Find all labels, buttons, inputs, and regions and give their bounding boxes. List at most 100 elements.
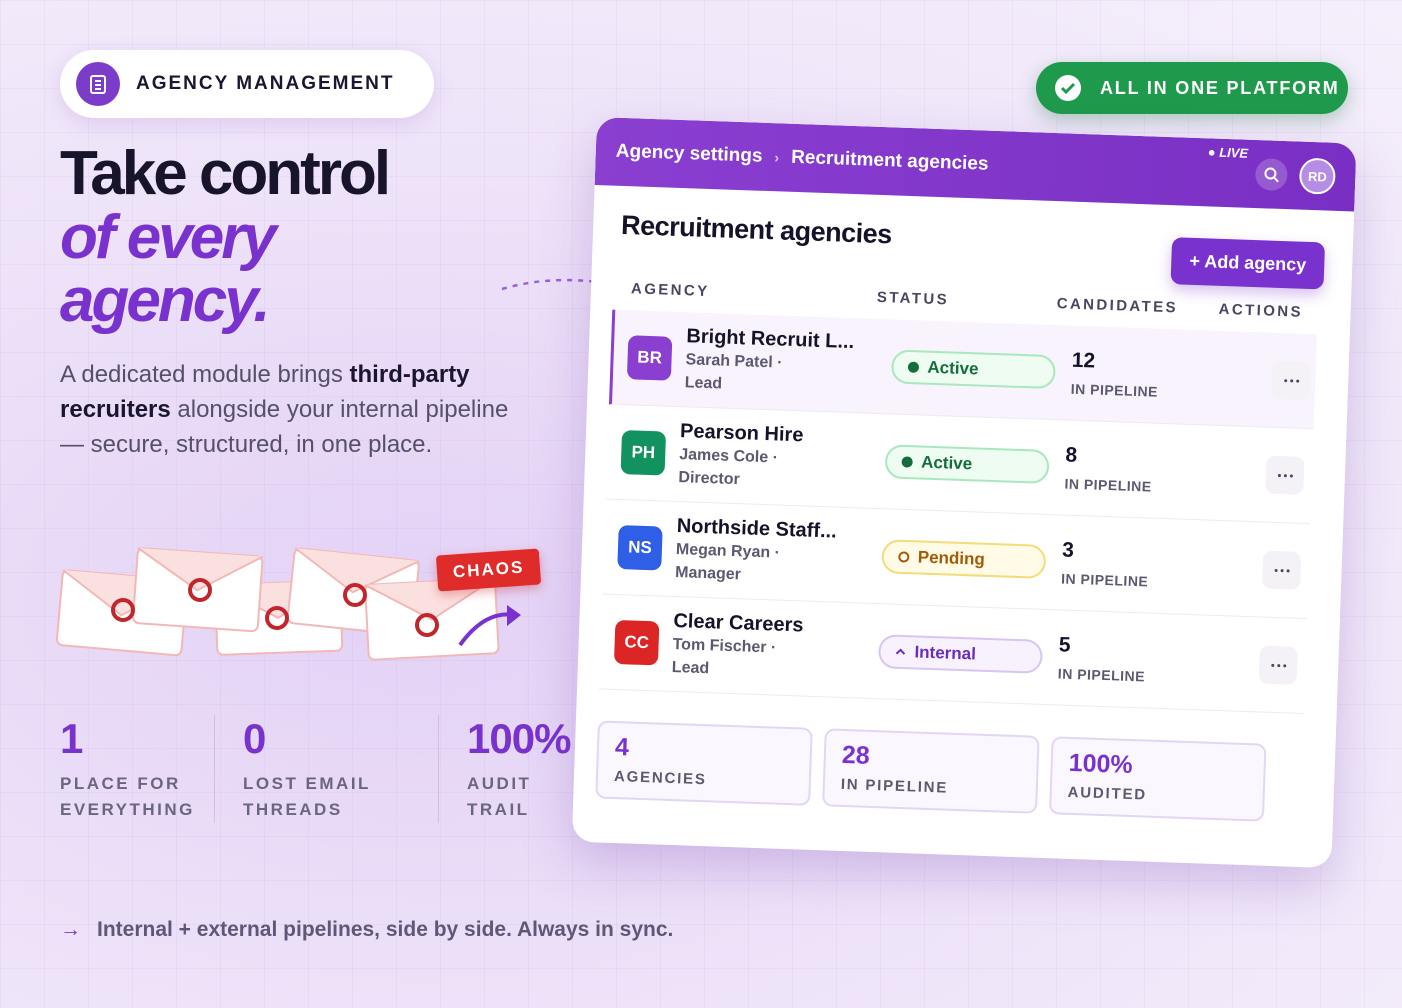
search-button[interactable]: [1254, 158, 1288, 192]
status-icon: [895, 648, 906, 655]
dot: [1282, 663, 1286, 667]
headline: agency.: [60, 266, 271, 335]
summary-value: 100%: [1068, 748, 1134, 780]
page-title: Recruitment agencies: [620, 209, 893, 250]
dot: [1295, 379, 1299, 383]
agency-cell: BR Bright Recruit L... Sarah Patel · Lead: [626, 323, 892, 401]
actions-button[interactable]: [1271, 360, 1311, 401]
footer-note: → Internal + external pipelines, side by …: [60, 918, 673, 942]
candidates-label: IN PIPELINE: [1060, 570, 1149, 590]
agency-cell: PH Pearson Hire James Cole · Director: [620, 418, 886, 496]
user-avatar[interactable]: RD: [1298, 157, 1336, 195]
agency-info: Clear Careers Tom Fischer · Lead: [671, 609, 804, 682]
summary-box: 100% AUDITED: [1048, 736, 1267, 822]
agency-contact: James Cole · Director: [678, 445, 779, 488]
status-pill: Active: [884, 444, 1050, 484]
agency-table: BR Bright Recruit L... Sarah Patel · Lead A…: [599, 309, 1317, 715]
agency-cell: NS Northside Staff... Megan Ryan · Manager: [617, 513, 883, 591]
summary-label: AUDITED: [1067, 783, 1148, 804]
actions-button[interactable]: [1258, 645, 1298, 685]
stat-value: 100%: [467, 715, 571, 762]
dot: [1277, 473, 1281, 477]
stat: 100% AUDIT TRAIL: [467, 715, 600, 823]
module-badge: AGENCY MANAGEMENT: [60, 50, 434, 118]
column-header: CANDIDATES: [1056, 295, 1179, 317]
agency-info: Bright Recruit L... Sarah Patel · Lead: [684, 325, 855, 400]
agency-info: Northside Staff... Megan Ryan · Manager: [675, 515, 837, 590]
badge-icon: [76, 62, 120, 106]
candidates-count: 5: [1058, 633, 1071, 657]
dot: [1280, 568, 1284, 572]
app-window: Agency settings › Recruitment agencies ● L…: [571, 117, 1357, 869]
status-icon: [898, 551, 910, 563]
envelopes: [55, 547, 521, 661]
chaos-tag: CHAOS: [435, 548, 542, 592]
summary-box: 4 AGENCIES: [595, 720, 813, 806]
agency-row[interactable]: NS Northside Staff... Megan Ryan · Manager…: [602, 499, 1311, 620]
badge-text: AGENCY MANAGEMENT: [136, 73, 395, 94]
dot: [1274, 568, 1278, 572]
agency-contact: Sarah Patel · Lead: [684, 350, 783, 393]
stat: 0 LOST EMAIL THREADS: [243, 715, 439, 823]
column-header: AGENCY: [630, 280, 710, 301]
stat-value: 1: [60, 715, 83, 762]
summary-label: AGENCIES: [613, 768, 707, 789]
status-text: Active: [927, 357, 979, 379]
summary: 4 AGENCIES 28 IN PIPELINE 100% AUDITED: [595, 720, 1267, 822]
dot: [1283, 378, 1287, 382]
agency-contact: Megan Ryan · Manager: [674, 540, 781, 583]
candidates-count: 8: [1065, 443, 1078, 467]
candidates-label: IN PIPELINE: [1057, 665, 1146, 685]
agency-contact: Tom Fischer · Lead: [671, 635, 777, 677]
text-bold: third-party recruiters: [60, 361, 470, 423]
summary-value: 28: [841, 740, 871, 770]
arrow-icon: →: [60, 918, 81, 941]
summary-box: 28 IN PIPELINE: [822, 728, 1040, 814]
agency-row[interactable]: PH Pearson Hire James Cole · Director Activ…: [605, 404, 1314, 525]
agency-row[interactable]: CC Clear Careers Tom Fischer · Lead Interna…: [599, 594, 1307, 715]
agency-avatar: NS: [617, 525, 663, 571]
status-text: Pending: [917, 547, 986, 569]
status-pill: Pending: [881, 539, 1047, 579]
summary-label: IN PIPELINE: [840, 775, 949, 797]
dot: [1286, 568, 1290, 572]
live-indicator: ● LIVE: [1207, 144, 1249, 161]
stat-value: 0: [243, 715, 266, 762]
status-pill: Internal: [877, 634, 1044, 674]
status-pill: Active: [890, 349, 1056, 390]
column-header: ACTIONS: [1218, 300, 1304, 321]
live-text: LIVE: [1218, 144, 1249, 161]
add-agency-button[interactable]: + Add agency: [1170, 237, 1326, 290]
agency-avatar: PH: [620, 430, 667, 476]
dot: [1289, 473, 1293, 477]
actions-button[interactable]: [1265, 455, 1305, 495]
candidates-cell: 3 IN PIPELINE: [1061, 539, 1243, 593]
dot: [1276, 663, 1280, 667]
platform-text: ALL IN ONE PLATFORM: [1100, 77, 1340, 98]
stat: 1 PLACE FOR EVERYTHING: [60, 715, 215, 823]
text: A dedicated module brings: [60, 361, 350, 388]
dot: [1289, 378, 1293, 382]
candidates-label: IN PIPELINE: [1064, 475, 1152, 495]
breadcrumb[interactable]: Agency settings: [615, 140, 763, 167]
stat-label: LOST EMAIL THREADS: [243, 774, 371, 819]
agency-avatar: BR: [626, 335, 673, 381]
status-text: Internal: [914, 642, 977, 664]
description: A dedicated module brings third-party re…: [60, 357, 530, 462]
summary-value: 4: [614, 733, 630, 762]
stat-label: AUDIT TRAIL: [467, 774, 532, 819]
candidates-cell: 8 IN PIPELINE: [1064, 444, 1246, 498]
status-icon: [907, 361, 919, 373]
dot: [1270, 663, 1274, 667]
breadcrumb-sep: ›: [774, 149, 780, 166]
agency-cell: CC Clear Careers Tom Fischer · Lead: [613, 607, 879, 685]
candidates-cell: 5 IN PIPELINE: [1058, 633, 1240, 687]
agency-info: Pearson Hire James Cole · Director: [678, 420, 810, 493]
headline: Take control: [60, 139, 391, 208]
actions-button[interactable]: [1261, 550, 1302, 590]
note-text: Internal + external pipelines, side by s…: [97, 918, 674, 941]
headline: of every: [60, 203, 277, 272]
agency-row[interactable]: BR Bright Recruit L... Sarah Patel · Lead A…: [608, 309, 1317, 430]
candidates-label: IN PIPELINE: [1070, 380, 1159, 400]
